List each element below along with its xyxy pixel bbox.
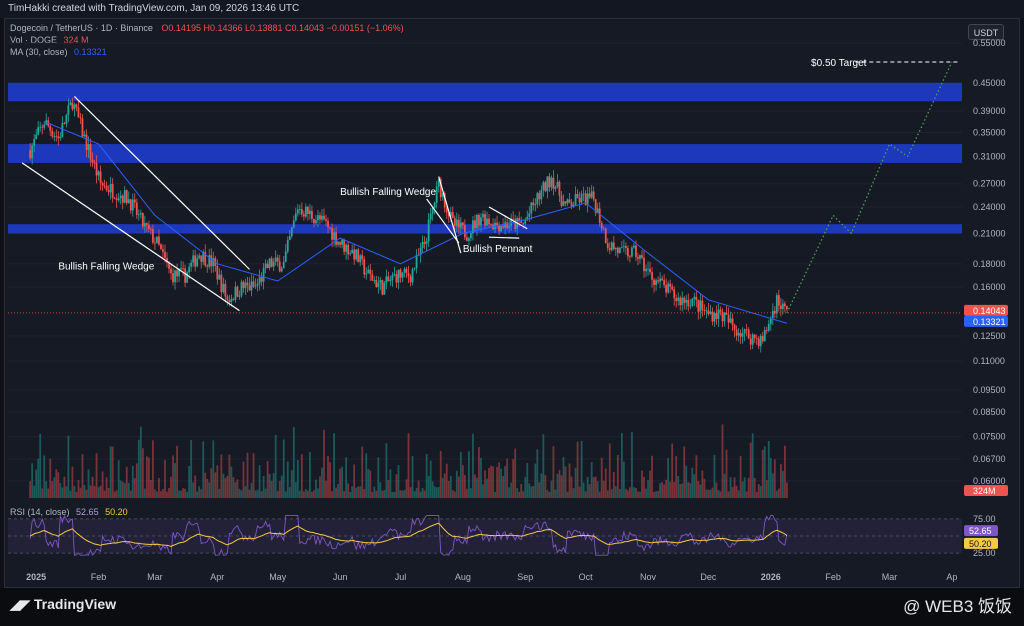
footer-bar (0, 588, 1024, 626)
legend-line-rsi: RSI (14, close) 52.65 50.20 (10, 507, 128, 517)
created-by-text: TimHakki created with TradingView.com, J… (8, 3, 300, 14)
tradingview-logo-text: TradingView (33, 596, 117, 612)
tradingview-logo: ◢◤ TradingView (10, 596, 117, 612)
currency-button[interactable]: USDT (968, 24, 1004, 40)
rsi-value: 52.65 (76, 507, 99, 517)
symbol-label[interactable]: Dogecoin / TetherUS · 1D · Binance (10, 23, 153, 33)
legend-line-volume: Vol · DOGE 324 M (10, 35, 89, 45)
ohlc-values: O0.14195 H0.14366 L0.13881 C0.14043 −0.0… (161, 23, 404, 33)
legend-line-symbol: Dogecoin / TetherUS · 1D · Binance O0.14… (10, 23, 404, 33)
rsi-label[interactable]: RSI (14, close) (10, 507, 70, 517)
watermark-text: @ WEB3 饭饭 (903, 597, 1012, 616)
volume-value: 324 M (63, 35, 89, 45)
legend-line-ma: MA (30, close) 0.13321 (10, 47, 107, 57)
ma-value: 0.13321 (74, 47, 107, 57)
ma-label[interactable]: MA (30, close) (10, 47, 68, 57)
top-bar: TimHakki created with TradingView.com, J… (0, 0, 1024, 18)
chart-frame[interactable] (4, 18, 1020, 588)
rsi-ma-value: 50.20 (105, 507, 128, 517)
volume-label[interactable]: Vol · DOGE (10, 35, 58, 45)
